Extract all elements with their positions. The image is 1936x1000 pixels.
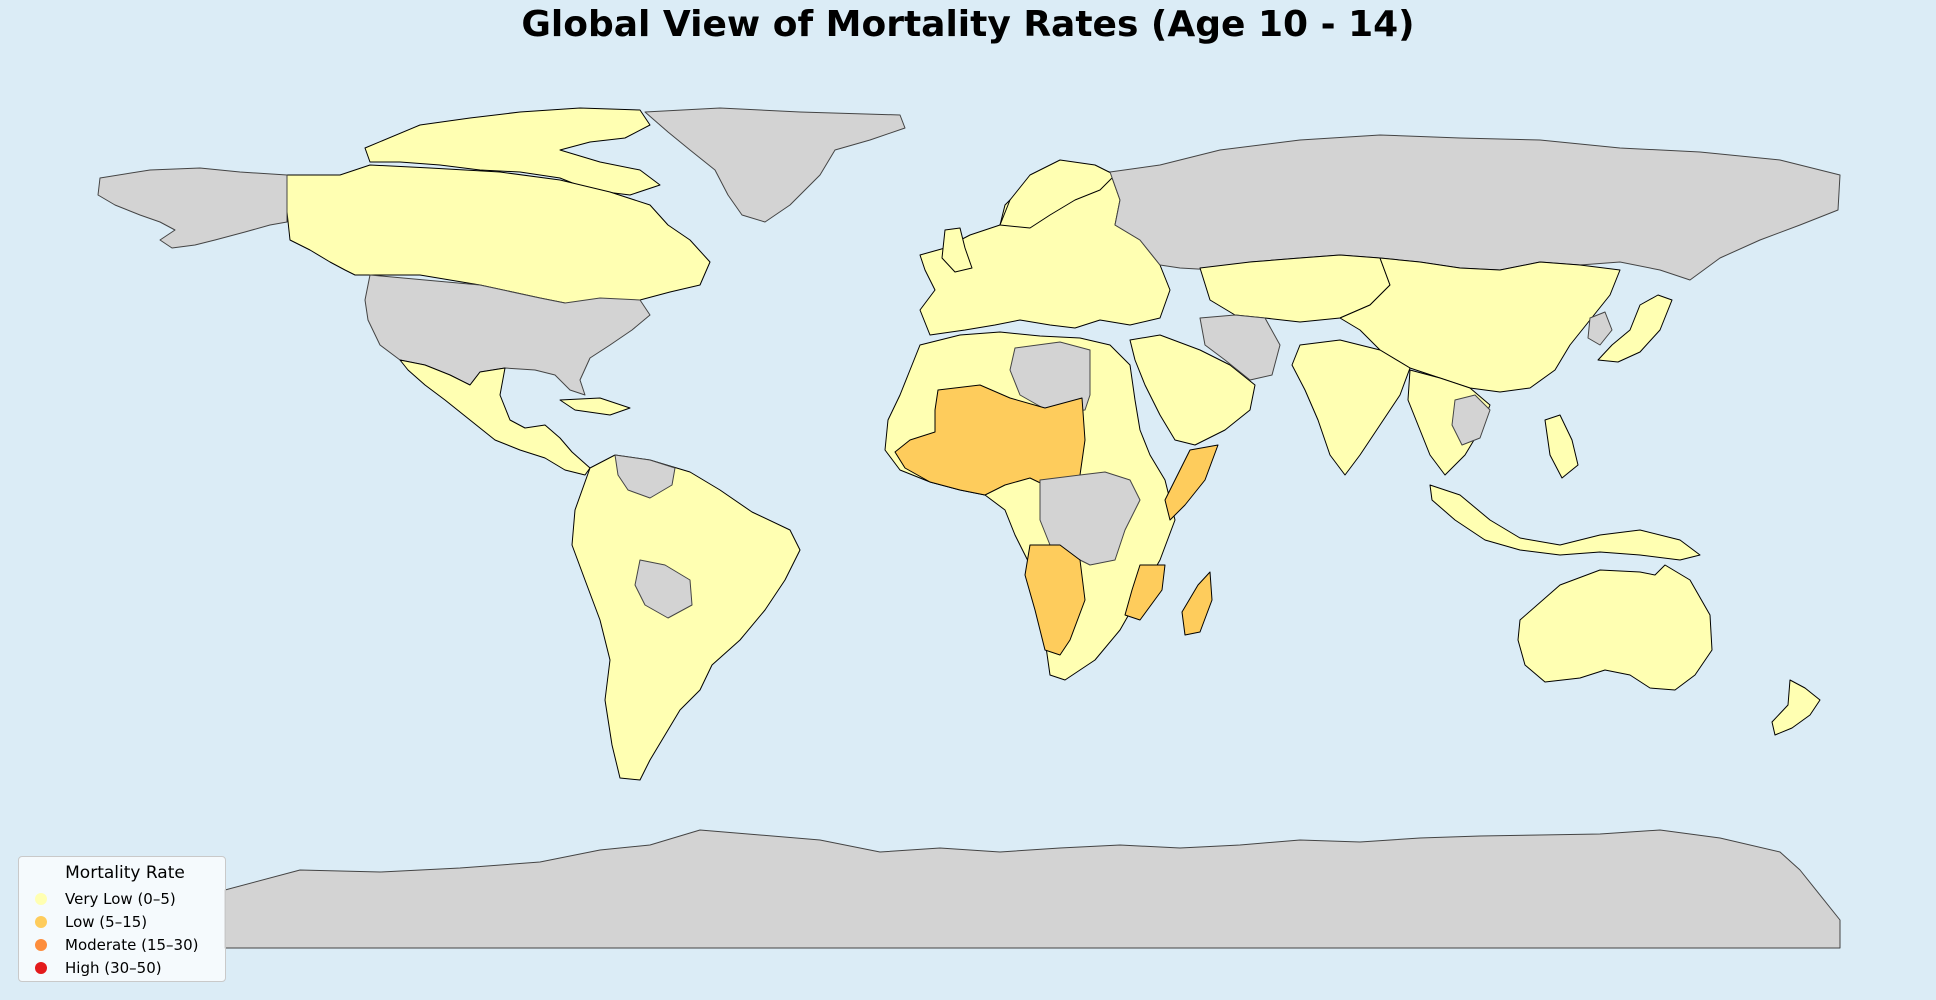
legend-item-high: High (30–50) bbox=[35, 956, 215, 979]
region-indonesia bbox=[1429, 484, 1701, 561]
region-arabia bbox=[1129, 334, 1256, 446]
legend-label-moderate: Moderate (15–30) bbox=[65, 935, 199, 954]
region-west-africa bbox=[894, 384, 1086, 496]
legend-swatch-high bbox=[35, 961, 47, 974]
legend-item-very-low: Very Low (0–5) bbox=[35, 887, 215, 910]
legend: Mortality Rate Very Low (0–5) Low (5–15)… bbox=[18, 856, 226, 982]
legend-item-moderate: Moderate (15–30) bbox=[35, 933, 215, 956]
region-south-america bbox=[571, 454, 801, 781]
legend-label-very-low: Very Low (0–5) bbox=[65, 889, 176, 908]
legend-swatch-moderate bbox=[35, 938, 47, 951]
region-greenland bbox=[644, 107, 906, 223]
legend-item-low: Low (5–15) bbox=[35, 910, 215, 933]
region-caribbean bbox=[559, 397, 631, 416]
region-australia bbox=[1517, 564, 1713, 691]
region-mexico-central-america bbox=[399, 359, 591, 476]
legend-swatch-very-low bbox=[35, 892, 47, 905]
region-central-africa bbox=[1039, 471, 1141, 566]
region-alaska bbox=[97, 167, 288, 249]
region-mozambique bbox=[1124, 564, 1166, 621]
region-canada-islands bbox=[364, 107, 661, 196]
legend-swatch-low bbox=[35, 915, 47, 928]
legend-label-high: High (30–50) bbox=[65, 958, 162, 977]
region-angola-namibia bbox=[1024, 544, 1086, 656]
legend-title: Mortality Rate bbox=[65, 863, 185, 883]
region-iran bbox=[1199, 314, 1281, 381]
region-libya bbox=[1009, 341, 1091, 413]
region-india bbox=[1291, 339, 1411, 476]
region-venezuela bbox=[614, 454, 676, 499]
region-madagascar bbox=[1181, 571, 1213, 636]
region-japan bbox=[1597, 294, 1673, 363]
region-uk bbox=[941, 227, 973, 273]
region-antarctica bbox=[224, 829, 1841, 949]
region-bolivia bbox=[634, 559, 693, 619]
region-philippines bbox=[1544, 414, 1579, 479]
region-indochina bbox=[1451, 394, 1491, 446]
map-title: Global View of Mortality Rates (Age 10 -… bbox=[521, 4, 1415, 45]
region-somalia bbox=[1164, 444, 1219, 521]
region-korea bbox=[1587, 311, 1613, 346]
legend-label-low: Low (5–15) bbox=[65, 912, 148, 931]
region-russia bbox=[1109, 134, 1841, 281]
region-china bbox=[1339, 257, 1621, 393]
region-new-zealand bbox=[1771, 679, 1821, 736]
